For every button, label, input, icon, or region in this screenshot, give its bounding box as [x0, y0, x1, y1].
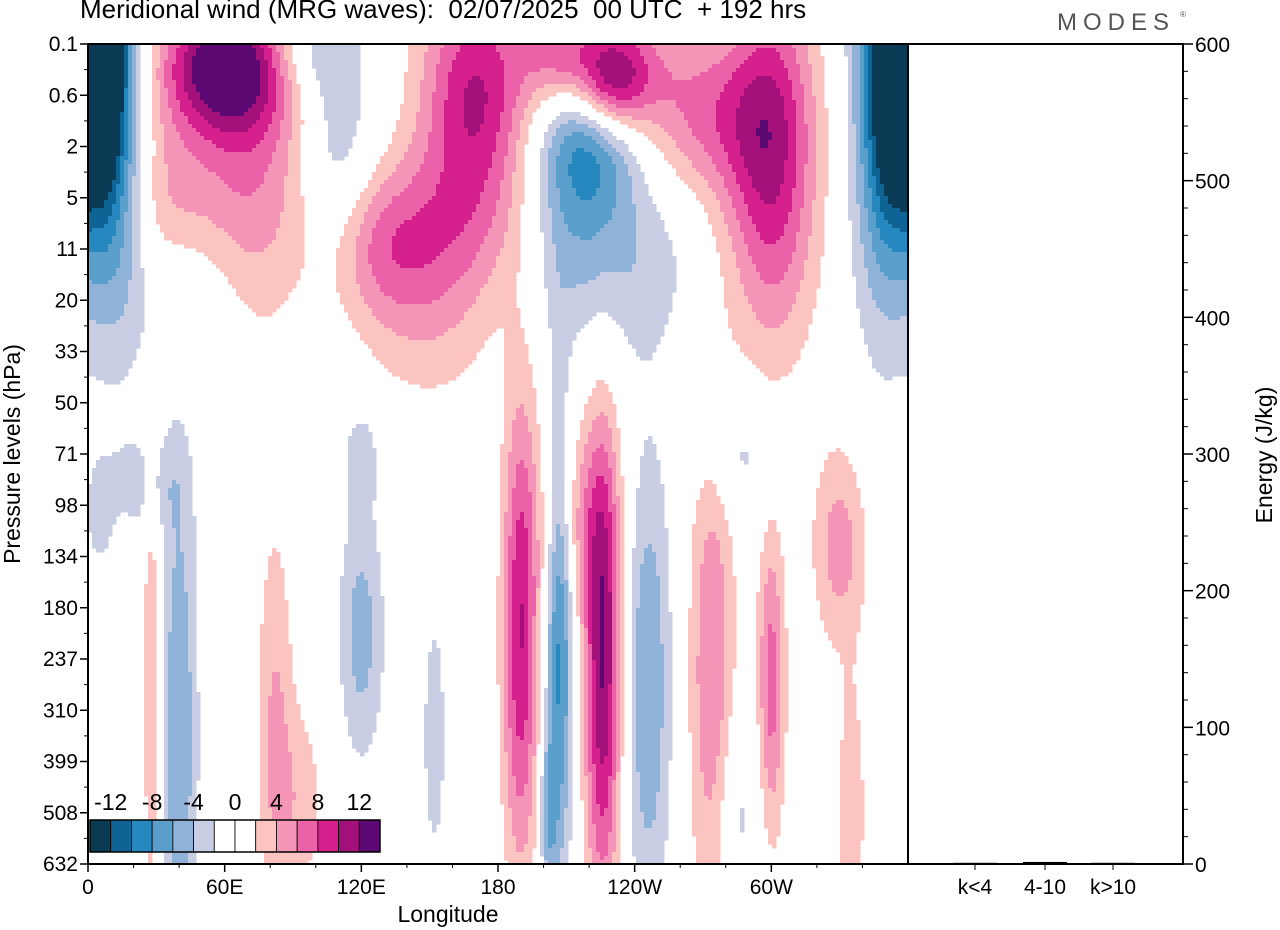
y-tick-label: 71	[55, 443, 78, 466]
y-tick-label: 5	[66, 187, 78, 210]
x-tick-label: 60W	[750, 876, 793, 899]
colorbar-label: -8	[142, 789, 162, 815]
y-tick-label: 50	[55, 392, 78, 415]
y-tick-label: 134	[43, 546, 78, 569]
brand-registered-mark: ®	[1180, 10, 1186, 19]
colorbar-swatch	[234, 819, 257, 853]
y-tick-label: 508	[43, 802, 78, 825]
y-tick-label: 2	[66, 136, 78, 159]
colorbar-swatch	[172, 819, 194, 853]
colorbar-swatch	[338, 819, 360, 853]
y-tick-label: 180	[43, 597, 78, 620]
heatmap-axes: 0.1 0.6 2 5 11 20 33 50 71 98 134 180 237 310 399 508 63…	[0, 33, 909, 927]
y-tick-label: 98	[55, 494, 78, 517]
y-tick-label: 20	[55, 289, 78, 312]
energy-frame	[907, 43, 1184, 865]
colorbar-label: 4	[270, 789, 283, 815]
colorbar-label: 8	[311, 789, 324, 815]
colorbar-swatch	[110, 819, 132, 853]
y-tick-label: 237	[43, 648, 78, 671]
y-tick-label: 310	[43, 699, 78, 722]
brand-logo: MODES	[1057, 9, 1175, 37]
x-tick-label: 60E	[206, 876, 243, 899]
energy-y-tick-label: 300	[1195, 444, 1230, 467]
colorbar-swatch	[276, 819, 298, 853]
y-tick-label: 632	[43, 853, 78, 876]
chart-title: Meridional wind (MRG waves): 02/07/2025 …	[80, 0, 806, 25]
colorbar-swatch	[193, 819, 215, 853]
energy-bar-chart: 0 100 200 300 400 500 600 k<4 4-10 k>10 Energy (J/…	[907, 34, 1277, 899]
y-tick-label: 33	[55, 341, 78, 364]
x-tick-label: 0	[82, 876, 94, 899]
energy-bar	[1091, 862, 1135, 864]
energy-y-tick-label: 600	[1195, 34, 1230, 57]
colorbar-swatch	[255, 819, 277, 853]
colorbar-swatch	[317, 819, 339, 853]
energy-category-label: k<4	[958, 876, 993, 899]
colorbar-label: -4	[183, 789, 204, 815]
energy-category-label: k>10	[1090, 876, 1136, 899]
colorbar-swatch	[296, 819, 319, 853]
x-tick-label: 180	[480, 876, 515, 899]
x-axis-label: Longitude	[397, 901, 498, 927]
x-tick-label: 120W	[607, 876, 662, 899]
colorbar: -12 -8 -4 0 4 8 12	[89, 789, 381, 853]
energy-bar	[953, 862, 997, 864]
energy-y-tick-label: 0	[1195, 854, 1207, 877]
colorbar-swatch	[89, 819, 112, 853]
colorbar-swatch	[358, 819, 381, 853]
energy-y-tick-label: 100	[1195, 717, 1230, 740]
colorbar-swatch	[213, 819, 236, 853]
y-tick-label: 11	[56, 238, 78, 261]
heatmap-layer	[88, 44, 909, 865]
energy-category-label: 4-10	[1024, 876, 1066, 899]
colorbar-label: 12	[346, 789, 372, 815]
x-tick-label: 120E	[337, 876, 386, 899]
colorbar-label: -12	[94, 789, 127, 815]
energy-y-tick-label: 500	[1195, 171, 1230, 194]
energy-y-axis-label: Energy (J/kg)	[1251, 387, 1277, 524]
colorbar-swatch	[151, 819, 174, 853]
colorbar-swatch	[131, 819, 153, 853]
colorbar-label: 0	[229, 789, 242, 815]
energy-y-tick-label: 400	[1195, 307, 1230, 330]
y-tick-label: 399	[43, 751, 78, 774]
y-tick-label: 0.6	[49, 84, 78, 107]
colorbar-frame	[89, 819, 381, 853]
y-axis-label: Pressure levels (hPa)	[0, 344, 25, 564]
y-tick-label: 0.1	[49, 33, 78, 56]
energy-bar	[1023, 861, 1067, 864]
energy-y-tick-label: 200	[1195, 581, 1230, 604]
